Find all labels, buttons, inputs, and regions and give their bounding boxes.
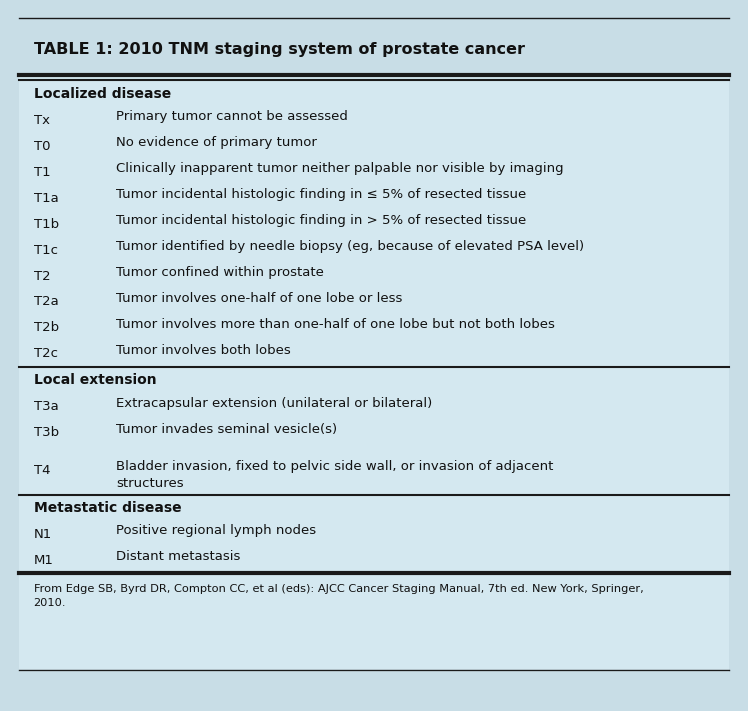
- Text: Tumor invades seminal vesicle(s): Tumor invades seminal vesicle(s): [116, 422, 337, 436]
- Text: Bladder invasion, fixed to pelvic side wall, or invasion of adjacent
structures: Bladder invasion, fixed to pelvic side w…: [116, 460, 554, 490]
- Text: M1: M1: [34, 554, 54, 567]
- Text: T1c: T1c: [34, 244, 58, 257]
- Text: N1: N1: [34, 528, 52, 541]
- Text: From Edge SB, Byrd DR, Compton CC, et al (eds): AJCC Cancer Staging Manual, 7th : From Edge SB, Byrd DR, Compton CC, et al…: [34, 584, 643, 608]
- Text: Tumor involves both lobes: Tumor involves both lobes: [116, 343, 291, 357]
- Text: TABLE 1: 2010 TNM staging system of prostate cancer: TABLE 1: 2010 TNM staging system of pros…: [34, 42, 524, 58]
- Text: T0: T0: [34, 140, 50, 153]
- Text: T1: T1: [34, 166, 50, 178]
- Text: T4: T4: [34, 464, 50, 476]
- Text: T2b: T2b: [34, 321, 59, 334]
- Text: T1a: T1a: [34, 192, 58, 205]
- Text: No evidence of primary tumor: No evidence of primary tumor: [116, 137, 317, 149]
- Text: Clinically inapparent tumor neither palpable nor visible by imaging: Clinically inapparent tumor neither palp…: [116, 162, 563, 175]
- Text: Tumor identified by needle biopsy (eg, because of elevated PSA level): Tumor identified by needle biopsy (eg, b…: [116, 240, 584, 253]
- Text: T2: T2: [34, 269, 50, 282]
- Text: Tumor incidental histologic finding in ≤ 5% of resected tissue: Tumor incidental histologic finding in ≤…: [116, 188, 526, 201]
- Text: T2c: T2c: [34, 348, 58, 360]
- Text: Distant metastasis: Distant metastasis: [116, 550, 240, 563]
- Text: Metastatic disease: Metastatic disease: [34, 501, 181, 515]
- FancyBboxPatch shape: [19, 75, 729, 672]
- Text: Tx: Tx: [34, 114, 49, 127]
- Text: Extracapsular extension (unilateral or bilateral): Extracapsular extension (unilateral or b…: [116, 397, 432, 410]
- Text: Tumor incidental histologic finding in > 5% of resected tissue: Tumor incidental histologic finding in >…: [116, 214, 526, 227]
- Text: T3a: T3a: [34, 400, 58, 413]
- Text: Positive regional lymph nodes: Positive regional lymph nodes: [116, 524, 316, 538]
- Text: Tumor involves one-half of one lobe or less: Tumor involves one-half of one lobe or l…: [116, 292, 402, 305]
- Text: Tumor involves more than one-half of one lobe but not both lobes: Tumor involves more than one-half of one…: [116, 318, 555, 331]
- Text: Tumor confined within prostate: Tumor confined within prostate: [116, 266, 324, 279]
- Text: T2a: T2a: [34, 296, 58, 309]
- Text: Primary tumor cannot be assessed: Primary tumor cannot be assessed: [116, 110, 348, 123]
- Text: Local extension: Local extension: [34, 373, 156, 387]
- Text: T3b: T3b: [34, 427, 59, 439]
- Text: Localized disease: Localized disease: [34, 87, 171, 101]
- Text: T1b: T1b: [34, 218, 59, 230]
